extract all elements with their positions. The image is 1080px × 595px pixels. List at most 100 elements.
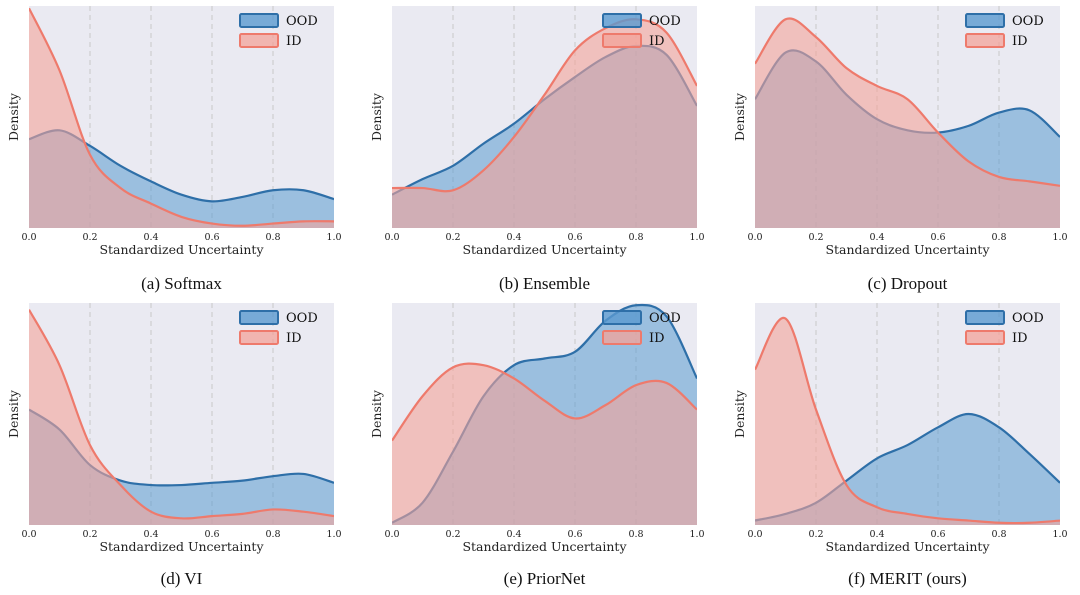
y-axis-label: Density [369,92,384,141]
legend-swatch-ood [239,310,279,325]
legend-swatch-id [239,33,279,48]
legend: OOD ID [602,13,681,49]
legend-label-ood: OOD [649,311,681,326]
x-tick-label: 0.8 [991,529,1006,540]
x-axis-label: Standardized Uncertainty [462,539,627,554]
line-id [29,7,334,227]
area-id [29,309,334,525]
legend-label-id: ID [286,34,302,49]
x-tick-label: 0.4 [143,529,158,540]
legend-label-ood: OOD [286,14,318,29]
y-axis-label: Density [6,389,21,438]
chart-panel-2: 0.0 0.2 0.4 0.6 0.8 1.0 Standardized Uncertain… [369,6,705,293]
legend-swatch-ood [602,13,642,28]
panel-caption: (e) PriorNet [504,569,586,588]
legend-swatch-ood [965,13,1005,28]
legend-label-ood: OOD [1012,14,1044,29]
y-axis-label: Density [6,92,21,141]
legend-label-ood: OOD [649,14,681,29]
y-axis-label: Density [732,92,747,141]
x-tick-label: 1.0 [326,529,341,540]
x-tick-label: 0.8 [628,232,643,243]
legend-label-id: ID [286,331,302,346]
legend-swatch-id [239,330,279,345]
series-group [755,17,1060,228]
x-axis-label: Standardized Uncertainty [99,242,264,257]
legend-swatch-id [965,33,1005,48]
x-tick-label: 0.4 [869,232,884,243]
legend: OOD ID [239,13,318,49]
series-group [755,317,1060,525]
x-tick-label: 0.4 [143,232,158,243]
x-axis-label: Standardized Uncertainty [825,539,990,554]
x-axis-label: Standardized Uncertainty [462,242,627,257]
line-id [755,17,1060,187]
x-axis-label: Standardized Uncertainty [825,242,990,257]
x-tick-label: 0.8 [265,232,280,243]
series-group [392,303,697,525]
x-tick-label: 0.0 [21,529,36,540]
chart-panel-5: 0.0 0.2 0.4 0.6 0.8 1.0 Standardized Uncertain… [369,303,705,588]
series-group [29,309,334,525]
legend-swatch-id [965,330,1005,345]
x-tick-label: 0.2 [808,529,823,540]
x-tick-label: 0.6 [567,529,582,540]
panel-caption: (f) MERIT (ours) [848,569,967,588]
panel-caption: (d) VI [161,569,203,588]
chart-panel-4: 0.0 0.2 0.4 0.6 0.8 1.0 Standardized Uncertain… [6,303,342,588]
x-tick-label: 0.6 [204,529,219,540]
x-tick-label: 0.4 [506,232,521,243]
x-tick-label: 0.4 [869,529,884,540]
legend-swatch-id [602,330,642,345]
x-axis-label: Standardized Uncertainty [99,539,264,554]
panel-caption: (b) Ensemble [499,274,590,293]
legend: OOD ID [239,310,318,346]
series-group [29,7,334,228]
line-id [392,18,697,193]
legend-swatch-ood [965,310,1005,325]
legend-swatch-ood [602,310,642,325]
x-tick-label: 0.0 [21,232,36,243]
x-tick-label: 0.2 [808,232,823,243]
legend-label-id: ID [1012,331,1028,346]
x-tick-label: 0.0 [384,529,399,540]
series-group [392,18,697,228]
line-id [29,309,334,520]
chart-panel-6: 0.0 0.2 0.4 0.6 0.8 1.0 Standardized Uncertain… [732,303,1068,588]
panel-caption: (c) Dropout [868,274,948,293]
legend: OOD ID [965,13,1044,49]
x-tick-label: 0.6 [930,529,945,540]
legend-label-id: ID [649,34,665,49]
x-tick-label: 1.0 [689,232,704,243]
chart-panel-3: 0.0 0.2 0.4 0.6 0.8 1.0 Standardized Uncertain… [732,6,1068,293]
y-axis-label: Density [369,389,384,438]
area-id [755,317,1060,525]
x-tick-label: 0.6 [204,232,219,243]
panel-caption: (a) Softmax [141,274,222,293]
x-tick-label: 0.0 [384,232,399,243]
legend-label-ood: OOD [286,311,318,326]
x-tick-label: 0.6 [930,232,945,243]
x-tick-label: 1.0 [326,232,341,243]
legend-label-id: ID [649,331,665,346]
x-tick-label: 1.0 [689,529,704,540]
legend-swatch-id [602,33,642,48]
x-tick-label: 0.0 [747,529,762,540]
x-tick-label: 0.8 [265,529,280,540]
x-tick-label: 0.2 [82,232,97,243]
area-id [392,363,697,525]
x-tick-label: 0.2 [445,529,460,540]
chart-panel-1: 0.0 0.2 0.4 0.6 0.8 1.0 Standardized Uncertain… [6,6,342,293]
area-id [392,19,697,228]
x-tick-label: 0.4 [506,529,521,540]
legend-label-ood: OOD [1012,311,1044,326]
line-id [392,362,697,442]
x-tick-label: 0.2 [82,529,97,540]
x-tick-label: 0.2 [445,232,460,243]
line-id [755,317,1060,525]
x-tick-label: 1.0 [1052,232,1067,243]
x-tick-label: 1.0 [1052,529,1067,540]
x-tick-label: 0.6 [567,232,582,243]
area-id [29,8,334,228]
